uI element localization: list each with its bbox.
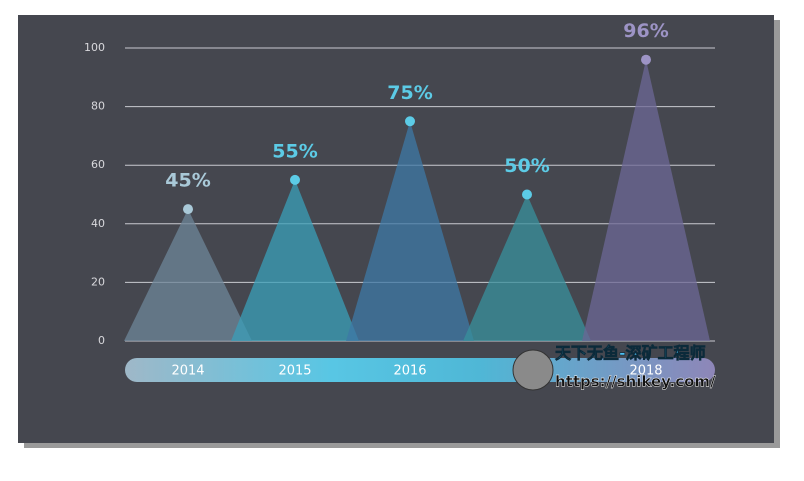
x-tick-label: 2015	[278, 364, 311, 379]
cone	[463, 194, 591, 341]
watermark-avatar	[512, 349, 554, 391]
peak-dot	[522, 189, 532, 200]
watermark-url: https://shikey.com/	[555, 373, 716, 391]
category-bar	[125, 358, 715, 382]
cone	[124, 209, 252, 341]
y-tick-label: 80	[91, 100, 105, 113]
cone	[231, 179, 359, 341]
x-tick-label: 2018	[629, 364, 662, 379]
y-tick-label: 40	[91, 217, 105, 230]
value-label: 50%	[504, 155, 549, 177]
value-label: 55%	[272, 140, 317, 162]
peak-dot	[290, 174, 300, 185]
peak-dot	[405, 116, 415, 127]
y-tick-label: 100	[84, 41, 105, 54]
x-tick-label: 2014	[171, 364, 204, 379]
y-tick-label: 0	[98, 334, 105, 347]
plot: 0 20 40 60 80 100	[84, 41, 715, 347]
cone	[582, 59, 710, 341]
peak-dot	[183, 204, 193, 215]
y-tick-label: 60	[91, 158, 105, 171]
watermark-title: 天下无鱼-深矿工程师	[555, 344, 706, 363]
x-tick-label: 2016	[393, 364, 426, 379]
overlay: 45% 2014 55% 2015 75% 2016 50% 96% 2018天下无鱼-深矿工程…	[165, 20, 716, 390]
peak-dot	[641, 54, 651, 65]
value-label: 75%	[387, 82, 432, 104]
y-tick-label: 20	[91, 275, 105, 288]
value-label: 96%	[623, 20, 668, 42]
value-label: 45%	[165, 170, 210, 192]
cone	[346, 121, 474, 341]
